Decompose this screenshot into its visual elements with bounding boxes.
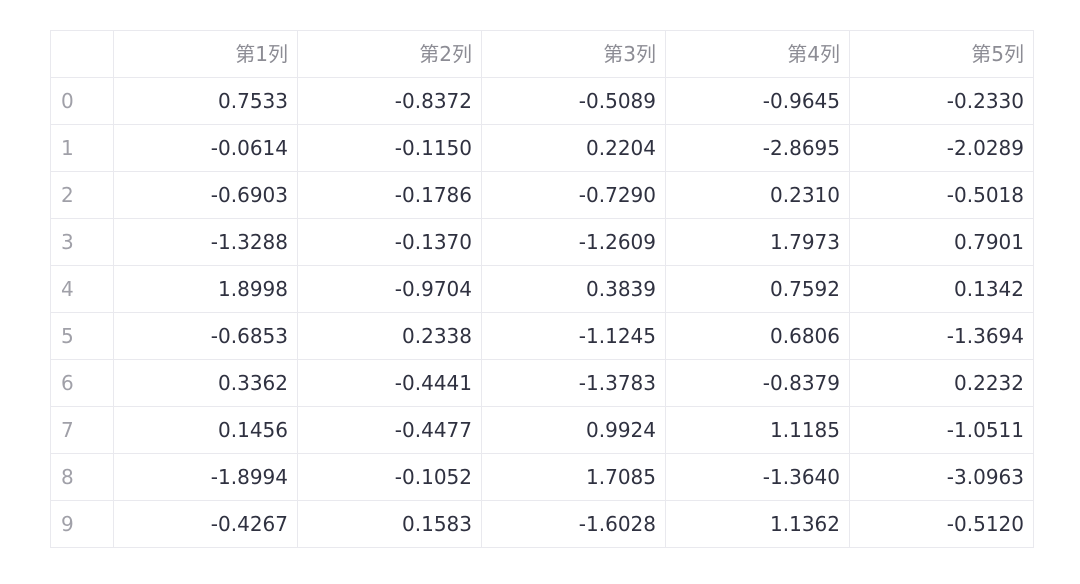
column-header-1[interactable]: 第1列 xyxy=(113,30,298,78)
table-cell[interactable]: -0.2330 xyxy=(849,77,1034,125)
table-cell[interactable]: -0.1786 xyxy=(297,171,482,219)
table-row: 4 1.8998 -0.9704 0.3839 0.7592 0.1342 xyxy=(50,265,1034,313)
row-index-cell[interactable]: 7 xyxy=(50,406,114,454)
table-cell[interactable]: -0.1052 xyxy=(297,453,482,501)
table-cell[interactable]: -1.1245 xyxy=(481,312,666,360)
table-cell[interactable]: -1.2609 xyxy=(481,218,666,266)
table-cell[interactable]: 0.3362 xyxy=(113,359,298,407)
table-cell[interactable]: 1.7973 xyxy=(665,218,850,266)
table-cell[interactable]: 0.2232 xyxy=(849,359,1034,407)
table-cell[interactable]: 0.9924 xyxy=(481,406,666,454)
table-cell[interactable]: 1.7085 xyxy=(481,453,666,501)
table-cell[interactable]: -0.4267 xyxy=(113,500,298,548)
table-cell[interactable]: -0.6853 xyxy=(113,312,298,360)
table-cell[interactable]: 0.6806 xyxy=(665,312,850,360)
table-cell[interactable]: -1.3694 xyxy=(849,312,1034,360)
column-header-3[interactable]: 第3列 xyxy=(481,30,666,78)
table-cell[interactable]: 1.1185 xyxy=(665,406,850,454)
table-body: 0 0.7533 -0.8372 -0.5089 -0.9645 -0.2330 1 -0.0… xyxy=(50,77,1034,548)
table-cell[interactable]: -0.9645 xyxy=(665,77,850,125)
table-cell[interactable]: -2.0289 xyxy=(849,124,1034,172)
table-cell[interactable]: 0.3839 xyxy=(481,265,666,313)
row-index-cell[interactable]: 2 xyxy=(50,171,114,219)
table-cell[interactable]: -0.9704 xyxy=(297,265,482,313)
table-cell[interactable]: -0.5089 xyxy=(481,77,666,125)
table-cell[interactable]: -2.8695 xyxy=(665,124,850,172)
table-cell[interactable]: -0.8379 xyxy=(665,359,850,407)
row-index-cell[interactable]: 8 xyxy=(50,453,114,501)
table-row: 2 -0.6903 -0.1786 -0.7290 0.2310 -0.5018 xyxy=(50,171,1034,219)
row-index-cell[interactable]: 4 xyxy=(50,265,114,313)
row-index-cell[interactable]: 6 xyxy=(50,359,114,407)
table-cell[interactable]: 0.1583 xyxy=(297,500,482,548)
table-row: 8 -1.8994 -0.1052 1.7085 -1.3640 -3.0963 xyxy=(50,453,1034,501)
table-cell[interactable]: 0.7592 xyxy=(665,265,850,313)
table-cell[interactable]: -0.4441 xyxy=(297,359,482,407)
table-row: 9 -0.4267 0.1583 -1.6028 1.1362 -0.5120 xyxy=(50,500,1034,548)
table-cell[interactable]: -0.7290 xyxy=(481,171,666,219)
table-cell[interactable]: -0.8372 xyxy=(297,77,482,125)
table-cell[interactable]: 0.2338 xyxy=(297,312,482,360)
table-row: 7 0.1456 -0.4477 0.9924 1.1185 -1.0511 xyxy=(50,406,1034,454)
row-index-cell[interactable]: 0 xyxy=(50,77,114,125)
table-cell[interactable]: -1.8994 xyxy=(113,453,298,501)
table-cell[interactable]: 0.1342 xyxy=(849,265,1034,313)
table-cell[interactable]: -1.3783 xyxy=(481,359,666,407)
table-cell[interactable]: 0.7901 xyxy=(849,218,1034,266)
table-row: 3 -1.3288 -0.1370 -1.2609 1.7973 0.7901 xyxy=(50,218,1034,266)
table-cell[interactable]: -0.6903 xyxy=(113,171,298,219)
row-index-cell[interactable]: 3 xyxy=(50,218,114,266)
column-header-4[interactable]: 第4列 xyxy=(665,30,850,78)
column-header-2[interactable]: 第2列 xyxy=(297,30,482,78)
table-cell[interactable]: -1.0511 xyxy=(849,406,1034,454)
table-cell[interactable]: -0.5018 xyxy=(849,171,1034,219)
table-cell[interactable]: 0.7533 xyxy=(113,77,298,125)
row-index-cell[interactable]: 5 xyxy=(50,312,114,360)
table-cell[interactable]: 1.8998 xyxy=(113,265,298,313)
table-cell[interactable]: 0.1456 xyxy=(113,406,298,454)
table-cell[interactable]: 1.1362 xyxy=(665,500,850,548)
table-cell[interactable]: -0.1370 xyxy=(297,218,482,266)
table-cell[interactable]: -0.4477 xyxy=(297,406,482,454)
table-row: 6 0.3362 -0.4441 -1.3783 -0.8379 0.2232 xyxy=(50,359,1034,407)
index-header-cell[interactable] xyxy=(50,30,114,78)
table-cell[interactable]: -0.1150 xyxy=(297,124,482,172)
column-header-5[interactable]: 第5列 xyxy=(849,30,1034,78)
table-cell[interactable]: -1.6028 xyxy=(481,500,666,548)
dataframe-table: 第1列 第2列 第3列 第4列 第5列 0 0.7533 -0.8372 -0.508… xyxy=(50,30,1034,548)
table-cell[interactable]: -3.0963 xyxy=(849,453,1034,501)
row-index-cell[interactable]: 1 xyxy=(50,124,114,172)
table-cell[interactable]: -0.5120 xyxy=(849,500,1034,548)
table-row: 0 0.7533 -0.8372 -0.5089 -0.9645 -0.2330 xyxy=(50,77,1034,125)
row-index-cell[interactable]: 9 xyxy=(50,500,114,548)
table-cell[interactable]: -1.3640 xyxy=(665,453,850,501)
table-cell[interactable]: -0.0614 xyxy=(113,124,298,172)
dataframe-table-container: 第1列 第2列 第3列 第4列 第5列 0 0.7533 -0.8372 -0.508… xyxy=(50,30,1034,548)
table-cell[interactable]: 0.2204 xyxy=(481,124,666,172)
table-row: 1 -0.0614 -0.1150 0.2204 -2.8695 -2.0289 xyxy=(50,124,1034,172)
header-row: 第1列 第2列 第3列 第4列 第5列 xyxy=(50,30,1034,78)
table-cell[interactable]: 0.2310 xyxy=(665,171,850,219)
table-cell[interactable]: -1.3288 xyxy=(113,218,298,266)
table-row: 5 -0.6853 0.2338 -1.1245 0.6806 -1.3694 xyxy=(50,312,1034,360)
